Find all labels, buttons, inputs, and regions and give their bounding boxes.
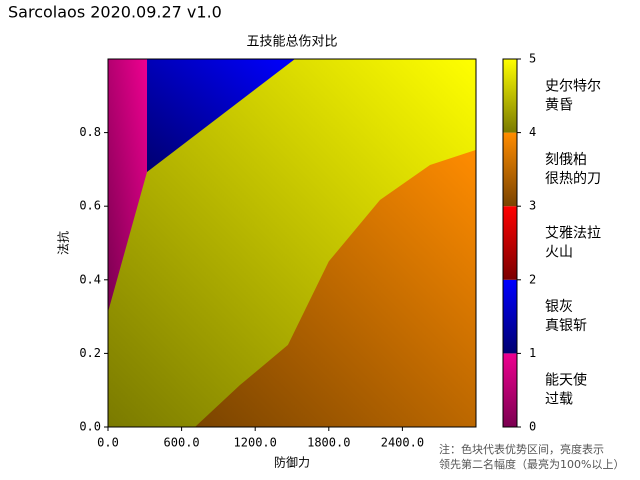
colorbar-tick-label: 2 — [529, 272, 536, 286]
colorbar-tick-label: 4 — [529, 125, 536, 139]
y-tick-label: 0.8 — [79, 125, 101, 139]
colorbar-tick-label: 5 — [529, 52, 536, 66]
colorbar-segment — [503, 132, 517, 207]
colorbar-segment — [503, 59, 517, 133]
legend-label: 过载 — [545, 392, 573, 408]
y-tick-label: 0.0 — [79, 420, 101, 434]
colorbar-tick-label: 1 — [529, 346, 536, 360]
colorbar-segment — [503, 206, 517, 280]
chart-title: 五技能总伤对比 — [246, 35, 337, 50]
colorbar-segment — [503, 279, 517, 354]
legend-label: 黄昏 — [545, 96, 573, 113]
x-axis-label: 防御力 — [274, 455, 310, 470]
x-tick-label: 1800.0 — [307, 436, 350, 450]
colorbar-tick-label: 3 — [529, 199, 536, 213]
note: 领先第二名幅度（最亮为100%以上） — [439, 457, 624, 471]
x-tick-label: 0.0 — [97, 436, 119, 450]
colorbar-frame — [502, 58, 518, 428]
legend-label: 火山 — [545, 245, 573, 261]
legend-label: 能天使 — [545, 372, 587, 389]
x-tick-label: 600.0 — [164, 436, 200, 450]
x-tick-label: 1200.0 — [234, 436, 277, 450]
colorbar-segment — [503, 353, 517, 427]
y-tick-label: 0.6 — [79, 199, 101, 213]
legend-label: 刻俄柏 — [545, 152, 587, 168]
plot-frame — [107, 58, 477, 428]
x-tick-label: 2400.0 — [381, 436, 424, 450]
region — [194, 149, 476, 427]
legend-label: 艾雅法拉 — [545, 226, 601, 242]
legend-label: 真银斩 — [545, 318, 587, 334]
legend-label: 史尔特尔 — [545, 78, 601, 94]
y-tick-label: 0.4 — [79, 272, 101, 286]
y-tick-label: 0.2 — [79, 346, 101, 360]
colorbar-tick-label: 0 — [529, 420, 536, 434]
legend-label: 很热的刀 — [545, 171, 601, 187]
page-title: Sarcolaos 2020.09.27 v1.0 — [8, 3, 222, 22]
legend-label: 银灰 — [545, 299, 573, 315]
region — [147, 59, 295, 172]
y-axis-label: 法抗 — [56, 231, 71, 255]
region — [108, 59, 148, 312]
note: 注：色块代表优势区间，亮度表示 — [439, 442, 604, 456]
